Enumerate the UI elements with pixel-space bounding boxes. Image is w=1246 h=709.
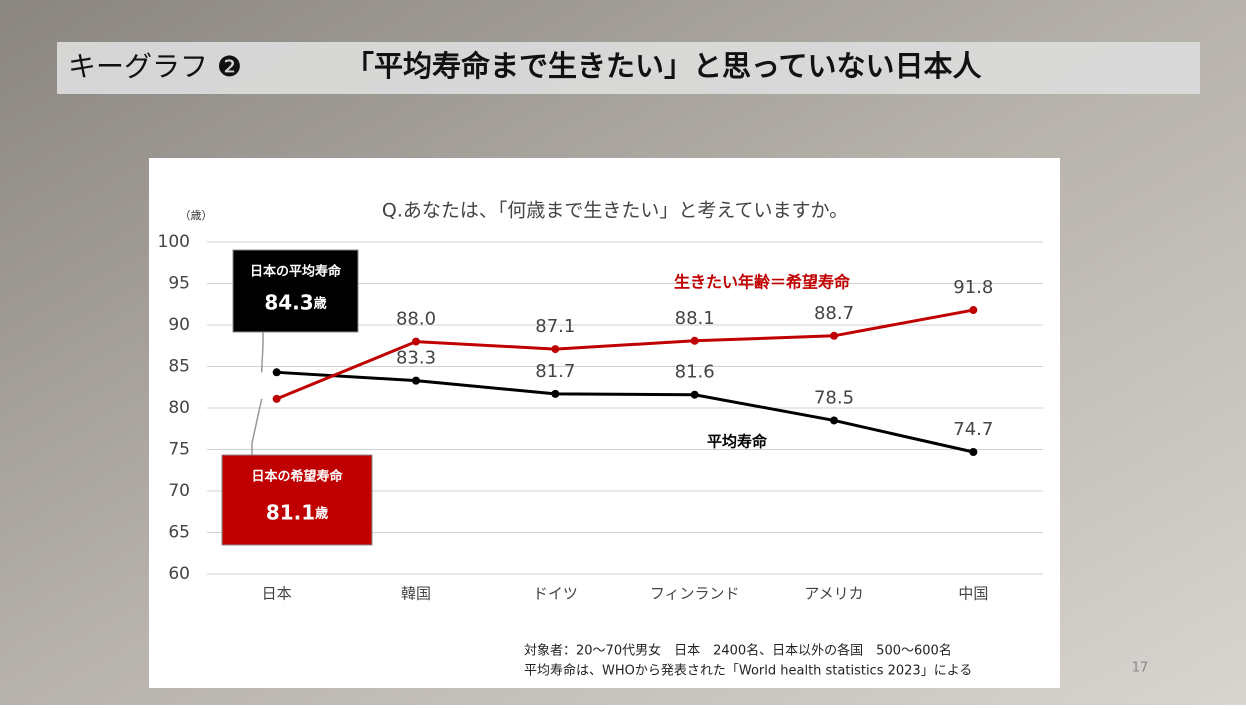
callout-box (232, 249, 359, 333)
series-name: 生きたい年齢＝希望寿命 (674, 273, 851, 292)
footnote: 平均寿命は、WHOから発表された「World health statistics… (524, 663, 972, 679)
x-tick-label: 中国 (958, 585, 988, 603)
callout-unit: 歳 (314, 295, 327, 311)
page-number: 17 (1132, 661, 1149, 676)
chart-panel (149, 158, 1060, 688)
y-tick-label: 70 (168, 481, 190, 501)
footnote: 対象者：20～70代男女 日本 2400名、日本以外の各国 500～600名 (524, 643, 952, 659)
y-tick-label: 60 (168, 564, 190, 584)
x-tick-label: フィンランド (650, 585, 740, 603)
series-name: 平均寿命 (707, 433, 768, 451)
chart-title: Q.あなたは、「何歳まで生きたい」と考えていますか。 (382, 200, 848, 222)
data-label: 91.8 (953, 277, 993, 298)
callout-number: 84.3 (264, 290, 313, 314)
y-tick-label: 80 (168, 398, 190, 418)
data-point (272, 394, 281, 403)
data-label: 88.0 (396, 309, 436, 330)
callout-title: 日本の平均寿命 (250, 264, 342, 280)
callout-value: 81.1歳 (266, 500, 328, 524)
data-label: 81.7 (535, 361, 575, 382)
data-label: 78.5 (814, 387, 854, 408)
data-point (830, 416, 838, 425)
y-tick-label: 75 (168, 440, 190, 460)
data-point (969, 447, 978, 456)
series-line (276, 308, 974, 401)
x-tick-label: ドイツ (533, 585, 578, 603)
data-label: 87.1 (535, 316, 575, 337)
header-label: キーグラフ ❷ (68, 50, 242, 83)
callout-connector (260, 332, 264, 373)
callout-box (221, 454, 373, 546)
data-point (551, 389, 560, 398)
y-tick-label: 100 (158, 232, 190, 252)
series-line (276, 370, 974, 454)
callout-unit: 歳 (315, 505, 328, 521)
data-point (969, 306, 978, 315)
y-axis-label: （歳） (180, 209, 213, 222)
data-label: 83.3 (396, 348, 436, 369)
data-point (412, 376, 420, 385)
data-point (551, 345, 560, 354)
y-tick-label: 90 (168, 315, 190, 335)
header-title: 「平均寿命まで生きたい」と思っていない日本人 (345, 49, 982, 83)
data-point (412, 337, 420, 346)
x-tick-label: 日本 (262, 585, 292, 603)
y-tick-label: 65 (168, 523, 190, 543)
callout-title: 日本の希望寿命 (251, 469, 343, 485)
callout-value: 84.3歳 (264, 290, 326, 314)
x-tick-label: 韓国 (401, 585, 431, 603)
data-label: 74.7 (953, 419, 993, 440)
callout-connector (251, 398, 263, 455)
y-tick-label: 95 (168, 274, 190, 294)
data-point (830, 331, 838, 340)
title-bar (57, 42, 1200, 94)
x-tick-label: アメリカ (804, 585, 863, 603)
data-label: 88.1 (675, 308, 715, 329)
data-label: 88.7 (814, 303, 854, 324)
data-point (690, 336, 699, 345)
data-label: 81.6 (675, 362, 715, 383)
data-point (690, 390, 699, 399)
y-tick-label: 85 (168, 357, 190, 377)
callout-number: 81.1 (266, 500, 315, 524)
data-point (272, 368, 281, 377)
